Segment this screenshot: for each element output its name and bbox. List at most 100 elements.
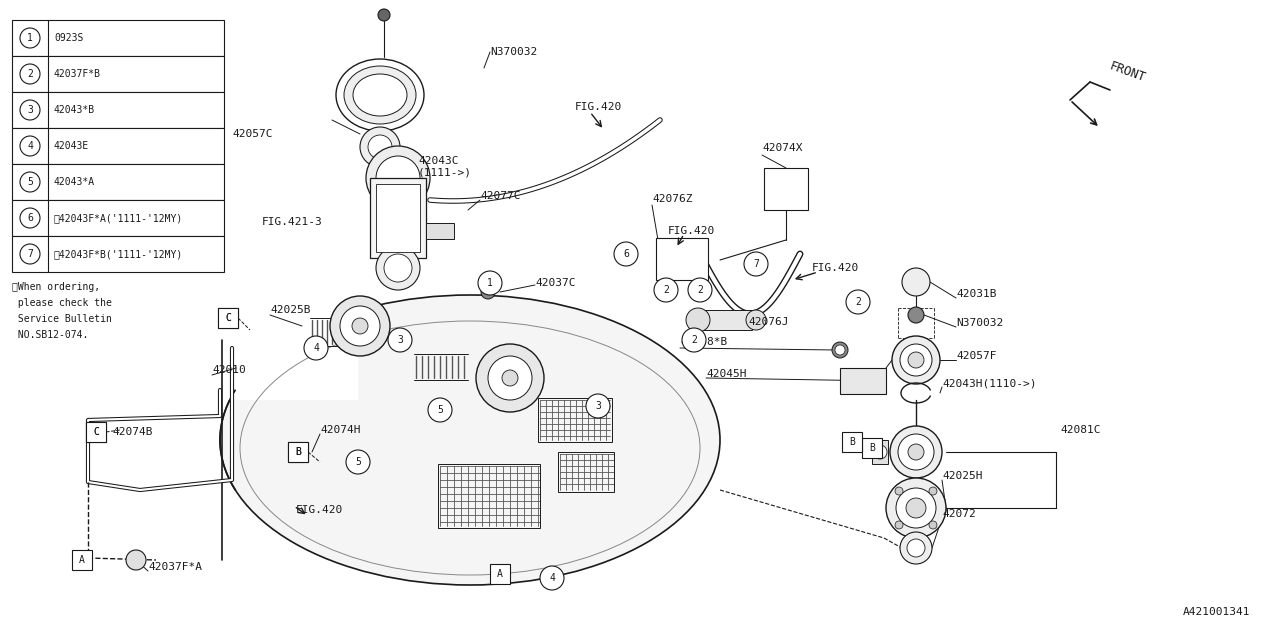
Bar <box>12 20 224 56</box>
Text: C: C <box>225 313 230 323</box>
Circle shape <box>540 566 564 590</box>
Circle shape <box>908 352 924 368</box>
Text: 3: 3 <box>27 105 33 115</box>
Text: 42043H(1110->): 42043H(1110->) <box>942 378 1037 388</box>
Text: C: C <box>93 427 99 437</box>
Text: 3: 3 <box>595 401 600 411</box>
Text: 3: 3 <box>397 335 403 345</box>
Text: 42076Z: 42076Z <box>652 194 692 204</box>
Circle shape <box>895 487 902 495</box>
Text: 1: 1 <box>27 33 33 43</box>
Text: A: A <box>497 569 503 579</box>
Text: 6: 6 <box>27 213 33 223</box>
Text: 42074H: 42074H <box>320 425 361 435</box>
Text: ※42043F*B('1111-'12MY): ※42043F*B('1111-'12MY) <box>54 249 183 259</box>
Text: B: B <box>849 437 855 447</box>
Text: FIG.420: FIG.420 <box>812 263 859 273</box>
Text: C: C <box>225 313 230 323</box>
Text: 5: 5 <box>436 405 443 415</box>
Text: 42057C: 42057C <box>232 129 273 139</box>
Bar <box>218 308 238 328</box>
Circle shape <box>682 328 707 352</box>
Circle shape <box>689 278 712 302</box>
Circle shape <box>902 268 931 296</box>
Circle shape <box>900 344 932 376</box>
Text: 42074X: 42074X <box>762 143 803 153</box>
Text: 2: 2 <box>27 69 33 79</box>
Circle shape <box>892 336 940 384</box>
Bar <box>842 432 861 452</box>
Text: 2: 2 <box>855 297 861 307</box>
Text: 42043*A: 42043*A <box>54 177 95 187</box>
Circle shape <box>20 100 40 120</box>
Bar <box>426 223 454 239</box>
Text: 42025H: 42025H <box>942 471 983 481</box>
Text: 4: 4 <box>314 343 319 353</box>
Circle shape <box>376 246 420 290</box>
Ellipse shape <box>344 66 416 124</box>
Circle shape <box>908 539 925 557</box>
Text: 42057F: 42057F <box>956 351 997 361</box>
Bar <box>12 92 224 128</box>
Circle shape <box>384 254 412 282</box>
Circle shape <box>929 487 937 495</box>
Circle shape <box>369 135 392 159</box>
Text: 42043*B: 42043*B <box>54 105 95 115</box>
Bar <box>700 310 753 330</box>
Circle shape <box>20 64 40 84</box>
Text: 1: 1 <box>488 278 493 288</box>
Circle shape <box>614 242 637 266</box>
Text: A421001341: A421001341 <box>1183 607 1251 617</box>
Circle shape <box>378 9 390 21</box>
Bar <box>370 178 426 258</box>
Circle shape <box>476 344 544 412</box>
Bar <box>538 398 612 442</box>
Text: please check the: please check the <box>12 298 111 308</box>
Circle shape <box>481 285 495 299</box>
Circle shape <box>846 290 870 314</box>
Text: 42010: 42010 <box>212 365 246 375</box>
Bar <box>86 422 106 442</box>
Circle shape <box>388 328 412 352</box>
Bar <box>288 442 308 462</box>
Circle shape <box>125 550 146 570</box>
Circle shape <box>895 521 902 529</box>
Bar <box>218 308 238 328</box>
Circle shape <box>929 521 937 529</box>
Circle shape <box>900 532 932 564</box>
Bar <box>72 550 92 570</box>
Bar <box>764 168 808 210</box>
Bar <box>288 442 308 462</box>
Text: FIG.420: FIG.420 <box>668 226 716 236</box>
Circle shape <box>330 296 390 356</box>
Text: 0923S: 0923S <box>54 33 83 43</box>
Circle shape <box>376 156 420 200</box>
Text: 42058*B: 42058*B <box>680 337 727 347</box>
Circle shape <box>502 370 518 386</box>
Text: 42077C: 42077C <box>480 191 521 201</box>
Text: 42081C: 42081C <box>1060 425 1101 435</box>
Text: ※When ordering,: ※When ordering, <box>12 282 100 292</box>
Text: FIG.421-3: FIG.421-3 <box>262 217 323 227</box>
Circle shape <box>352 318 369 334</box>
Text: 2: 2 <box>663 285 669 295</box>
Text: B: B <box>296 447 301 457</box>
Circle shape <box>686 308 710 332</box>
Text: B: B <box>296 447 301 457</box>
Bar <box>218 290 358 400</box>
Circle shape <box>488 356 532 400</box>
Text: 42074B: 42074B <box>113 427 152 437</box>
Text: 42043C
(1111->): 42043C (1111->) <box>419 156 472 178</box>
Circle shape <box>305 336 328 360</box>
Text: 42025B: 42025B <box>270 305 311 315</box>
Text: B: B <box>869 443 876 453</box>
Text: 42072: 42072 <box>942 509 975 519</box>
Text: Service Bulletin: Service Bulletin <box>12 314 111 324</box>
Circle shape <box>886 478 946 538</box>
Circle shape <box>477 271 502 295</box>
Text: 7: 7 <box>753 259 759 269</box>
Text: 5: 5 <box>27 177 33 187</box>
Bar <box>86 422 106 442</box>
Text: 4: 4 <box>549 573 556 583</box>
Circle shape <box>908 444 924 460</box>
